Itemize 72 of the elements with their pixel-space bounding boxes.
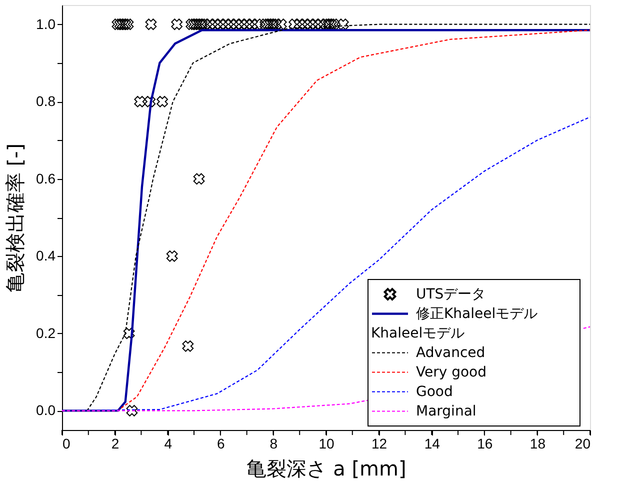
point: [171, 18, 183, 30]
point: [262, 18, 274, 30]
x-tick-label: 0: [62, 436, 70, 452]
point: [114, 18, 126, 30]
point: [134, 96, 146, 108]
y-tick-label: 0.0: [36, 402, 56, 418]
x-tick-label: 12: [372, 436, 388, 452]
point: [204, 18, 216, 30]
point: [275, 18, 287, 30]
point: [294, 18, 306, 30]
point: [326, 18, 337, 30]
point: [145, 18, 157, 30]
point: [315, 18, 326, 30]
point: [236, 18, 248, 30]
point: [112, 18, 124, 30]
point: [196, 18, 208, 30]
point: [120, 18, 132, 30]
x-tick-label: 20: [574, 436, 591, 452]
point: [123, 328, 135, 340]
point: [322, 18, 334, 30]
point: [241, 18, 252, 30]
point: [220, 18, 232, 30]
legend-label: 修正Khaleelモデル: [416, 306, 538, 322]
x-axis-title: 亀裂深さ a [mm]: [246, 456, 406, 480]
y-tick-label: 0.6: [36, 170, 56, 186]
legend-label: Good: [416, 384, 453, 400]
x-tick-label: 6: [217, 436, 225, 452]
y-tick-label: 0.2: [36, 324, 56, 341]
point: [260, 18, 271, 30]
x-tick-label: 2: [111, 436, 120, 452]
legend-label: Marginal: [416, 403, 476, 420]
point: [252, 18, 264, 30]
point: [166, 250, 178, 262]
legend-label: Very good: [416, 364, 486, 380]
point: [310, 18, 322, 30]
point: [328, 18, 340, 30]
point: [299, 18, 311, 30]
point: [268, 18, 279, 30]
point: [117, 18, 128, 30]
point: [193, 173, 205, 185]
x-tick-label: 16: [477, 436, 493, 452]
point: [194, 18, 205, 30]
y-tick-label: 0.4: [36, 248, 56, 264]
point: [246, 18, 258, 30]
point: [122, 18, 134, 30]
y-axis-title: 亀裂検出確率 [-]: [3, 143, 28, 293]
point: [182, 340, 194, 352]
x-tick-label: 10: [318, 436, 334, 452]
x-tick-label: 4: [164, 436, 172, 452]
point: [225, 18, 237, 30]
point: [126, 404, 138, 416]
point: [144, 96, 156, 108]
annotation: Khaleelモデル: [371, 325, 465, 342]
legend-label: Advanced: [416, 344, 486, 361]
y-tick-label: 1.0: [36, 16, 56, 32]
point: [337, 18, 349, 30]
x-tick-label: 18: [530, 436, 546, 452]
legend-label: UTSデータ: [416, 286, 486, 302]
point: [186, 18, 198, 30]
y-tick-label: 0.8: [36, 93, 56, 110]
point: [188, 18, 200, 30]
point: [288, 18, 300, 30]
x-tick-label: 8: [270, 436, 278, 452]
point: [214, 18, 226, 30]
point: [209, 18, 221, 30]
x-tick-label: 14: [424, 436, 440, 452]
point: [156, 96, 168, 108]
point: [190, 18, 202, 30]
point: [270, 18, 282, 30]
point: [304, 18, 316, 30]
point: [230, 18, 242, 30]
point: [264, 18, 276, 30]
